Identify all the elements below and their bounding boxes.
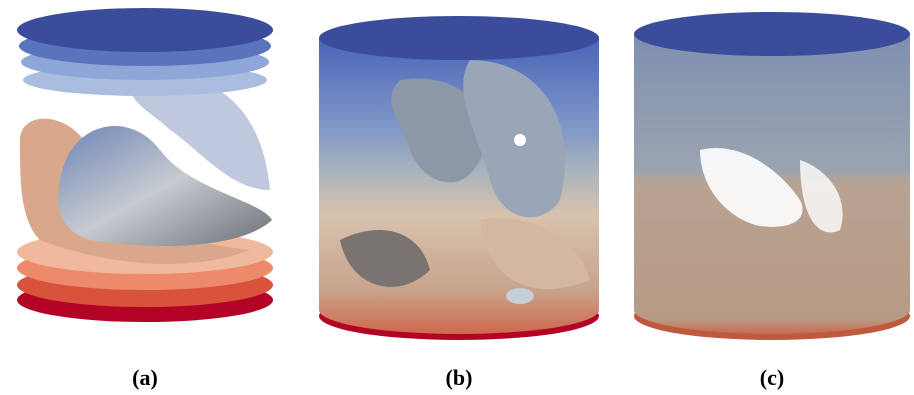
- panel-c: [634, 12, 910, 340]
- panel-label: (c): [760, 365, 784, 390]
- figure: (a) (b) (c): [0, 0, 914, 395]
- panel-a: [17, 8, 273, 322]
- panel-b: [319, 16, 599, 340]
- panel-label: (a): [132, 365, 158, 390]
- panel-label: (b): [446, 365, 473, 390]
